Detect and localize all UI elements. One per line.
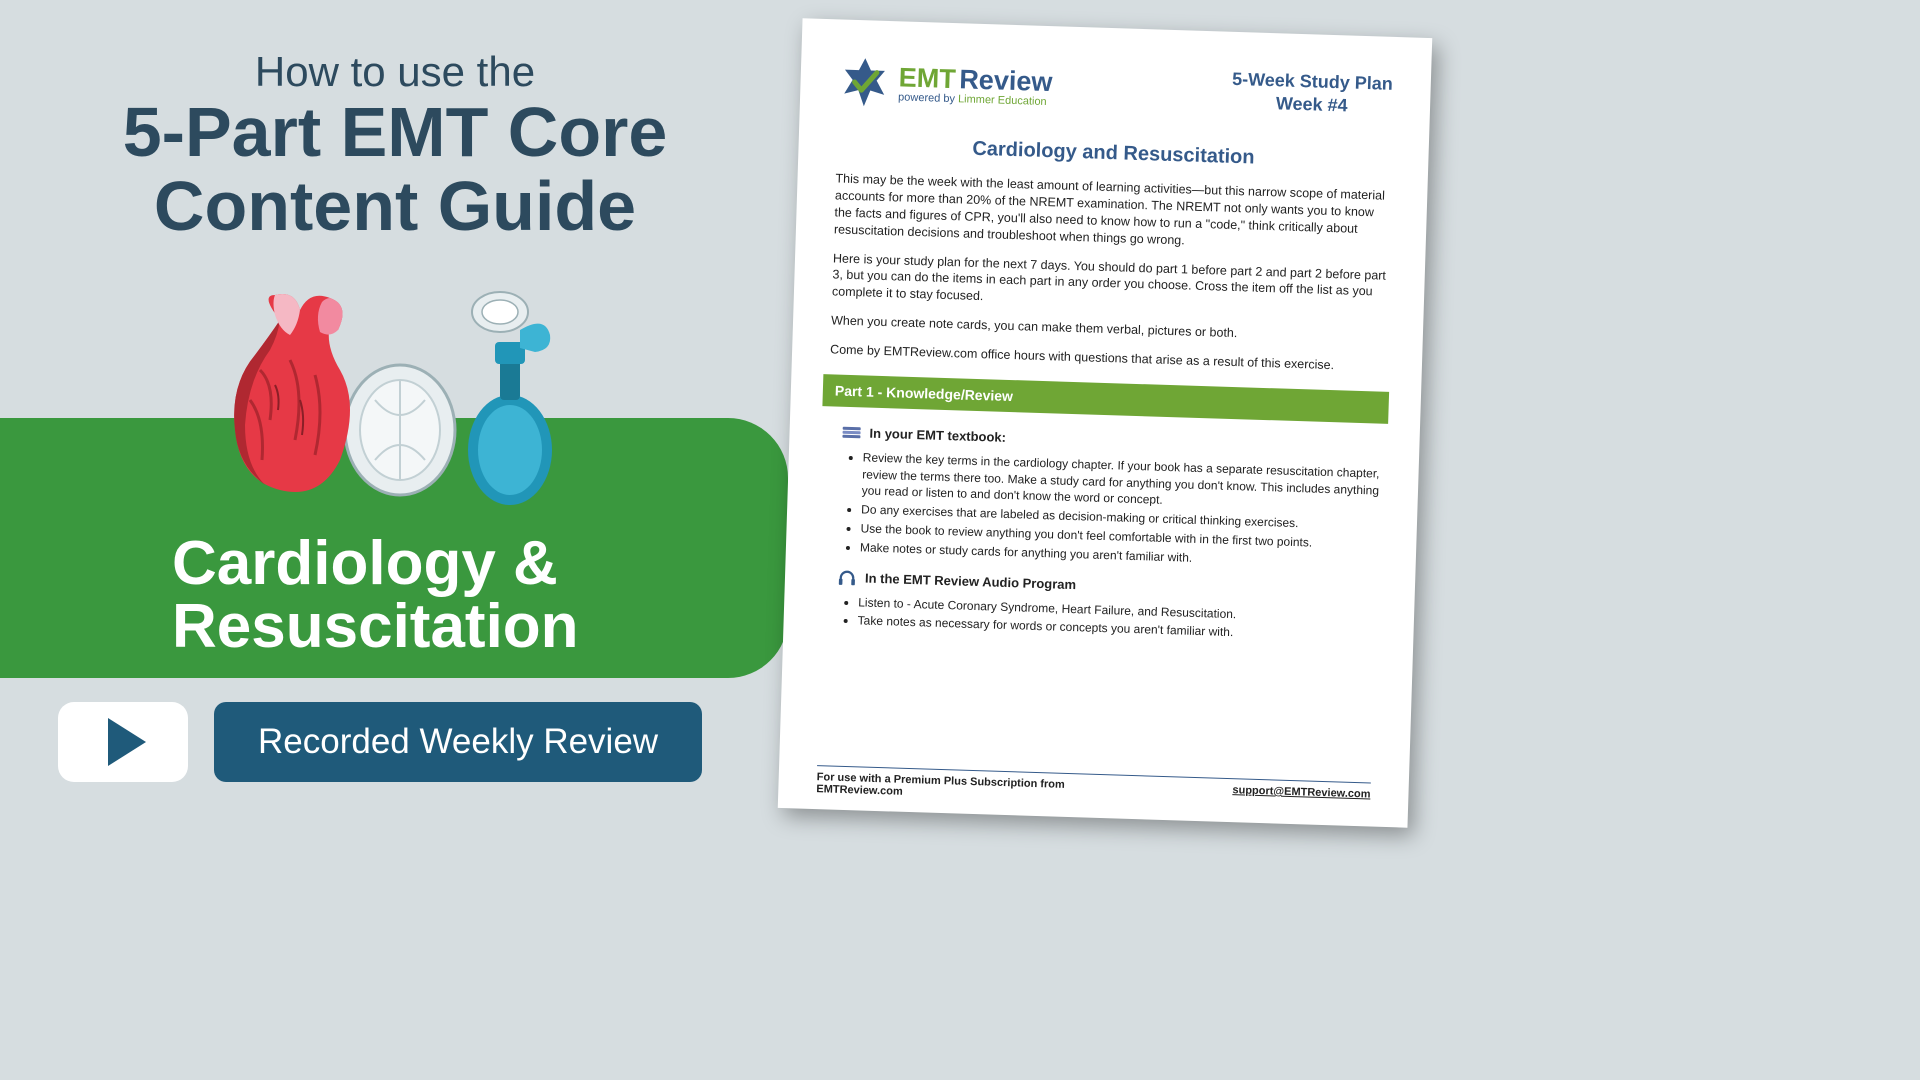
logo-word1: EMT — [898, 62, 956, 94]
heading-intro: How to use the — [0, 48, 790, 96]
books-icon — [841, 425, 861, 442]
doc-para-2: Here is your study plan for the next 7 d… — [832, 250, 1387, 318]
doc-title: Cardiology and Resuscitation — [836, 133, 1390, 173]
left-panel: How to use the 5-Part EMT Core Content G… — [0, 0, 790, 810]
doc-para-3: When you create note cards, you can make… — [831, 312, 1385, 346]
doc-para-1: This may be the week with the least amou… — [834, 170, 1390, 255]
recorded-review-button[interactable]: Recorded Weekly Review — [214, 702, 702, 782]
footer-email: support@EMTReview.com — [1232, 784, 1371, 812]
heading-main-line1: 5-Part EMT Core — [0, 96, 790, 170]
play-icon — [108, 718, 146, 766]
doc-para-4: Come by EMTReview.com office hours with … — [830, 341, 1384, 375]
logo: EMT Review powered by Limmer Education — [838, 55, 1053, 114]
study-plan-document: EMT Review powered by Limmer Education 5… — [778, 18, 1433, 827]
part-1-bar: Part 1 - Knowledge/Review — [822, 374, 1389, 424]
banner-line1: Cardiology & — [172, 532, 788, 595]
textbook-list: Review the key terms in the cardiology c… — [860, 449, 1381, 572]
bottom-controls: Recorded Weekly Review — [58, 702, 702, 782]
heading-main-line2: Content Guide — [0, 170, 790, 244]
doc-footer: For use with a Premium Plus Subscription… — [816, 765, 1371, 812]
footer-left: For use with a Premium Plus Subscription… — [816, 771, 1065, 803]
recorded-label: Recorded Weekly Review — [258, 722, 658, 762]
play-button[interactable] — [58, 702, 188, 782]
star-logo-icon — [838, 55, 892, 109]
doc-header: EMT Review powered by Limmer Education 5… — [838, 55, 1393, 124]
medical-illustration — [200, 280, 600, 510]
banner-line2: Resuscitation — [172, 595, 788, 658]
headphones-icon — [837, 569, 857, 586]
logo-word2: Review — [959, 64, 1053, 97]
audio-list: Listen to - Acute Coronary Syndrome, Hea… — [857, 594, 1376, 646]
plan-label: 5-Week Study Plan Week #4 — [1231, 68, 1393, 120]
